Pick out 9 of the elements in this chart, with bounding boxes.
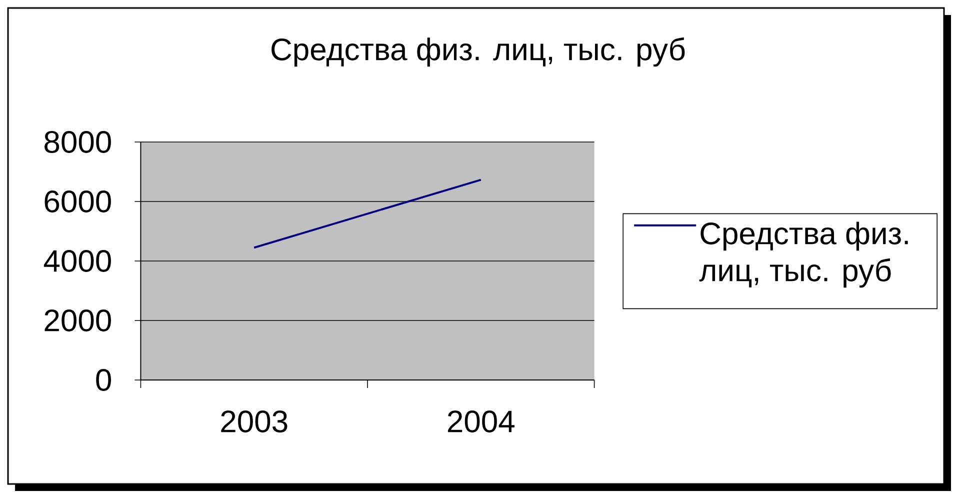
chart-title: Средства физ. лиц, тыс. руб: [272, 37, 685, 67]
y-tick-label: 0: [96, 369, 111, 391]
y-tick-label: 2000: [44, 310, 111, 332]
y-tick-label: 4000: [44, 250, 111, 272]
y-tick-label: 6000: [44, 190, 111, 212]
x-tick-label: 2004: [448, 410, 514, 432]
y-tick-label: 8000: [44, 131, 111, 153]
x-tick-label: 2003: [221, 410, 288, 432]
legend-label: Средства физ. лиц, тыс. руб: [699, 222, 908, 288]
